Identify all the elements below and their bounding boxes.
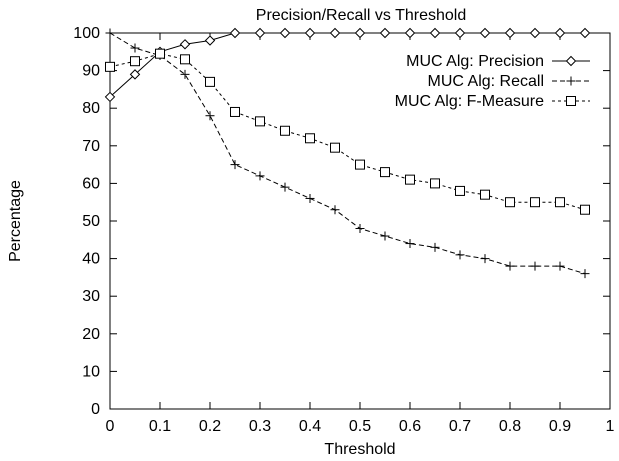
legend-label: MUC Alg: Precision xyxy=(406,53,544,70)
series-2-point xyxy=(505,197,515,208)
series-0-point xyxy=(479,27,491,39)
y-tick-label: 80 xyxy=(82,100,100,117)
series-2-point xyxy=(555,197,565,208)
series-0-point xyxy=(104,91,116,103)
series-1-point xyxy=(105,28,115,38)
series-1-point xyxy=(580,269,590,279)
series-0-point xyxy=(554,27,566,39)
series-0-point xyxy=(579,27,591,39)
series-0-point xyxy=(279,27,291,39)
series-1-point xyxy=(405,239,415,249)
series-2-point xyxy=(105,61,115,72)
series-1-point xyxy=(305,193,315,203)
x-axis-label: Threshold xyxy=(324,441,395,458)
x-tick-label: 0.6 xyxy=(399,418,421,435)
series-2-point xyxy=(455,185,465,196)
series-1-point xyxy=(505,261,515,271)
series-2-point xyxy=(180,54,190,65)
legend-label: MUC Alg: Recall xyxy=(428,73,544,90)
series-1-point xyxy=(355,224,365,234)
y-tick-label: 20 xyxy=(82,326,100,343)
series-2-point xyxy=(330,142,340,153)
x-tick-label: 0.3 xyxy=(249,418,271,435)
y-tick-label: 50 xyxy=(82,213,100,230)
y-tick-label: 0 xyxy=(91,401,100,418)
series-2-point xyxy=(405,174,415,185)
series-0-point xyxy=(304,27,316,39)
axis-ticks: 0 0.1 0.2 0.3 0.4 0.5 0.6 0.7 0.8 0.9 101020304050… xyxy=(73,25,614,435)
chart-title: Precision/Recall vs Threshold xyxy=(256,7,466,24)
series-2-point xyxy=(230,106,240,117)
series-0-point xyxy=(254,27,266,39)
series-2-point xyxy=(480,189,490,200)
series-1-point xyxy=(280,182,290,192)
x-tick-label: 0.7 xyxy=(449,418,471,435)
series-0-point xyxy=(379,27,391,39)
series-1-point xyxy=(530,261,540,271)
series-1-point xyxy=(455,250,465,260)
series-2-point xyxy=(380,167,390,178)
series-2-point xyxy=(255,116,265,127)
series-2-point xyxy=(155,48,165,59)
series-1-point xyxy=(380,231,390,241)
legend-marker xyxy=(566,76,576,86)
series-2-point xyxy=(305,133,315,144)
series-2-point xyxy=(430,178,440,189)
series-0-point xyxy=(354,27,366,39)
y-tick-label: 40 xyxy=(82,251,100,268)
series-2-point xyxy=(530,197,540,208)
series-markers xyxy=(104,27,591,279)
series-2-point xyxy=(280,125,290,136)
series-0-point xyxy=(229,27,241,39)
legend-marker xyxy=(566,96,576,106)
y-tick-label: 90 xyxy=(82,63,100,80)
series-0-point xyxy=(129,69,141,80)
series-0-point xyxy=(329,27,341,39)
series-2-point xyxy=(130,56,140,67)
series-1-point xyxy=(130,43,140,53)
series-line-2 xyxy=(109,53,586,211)
series-line-1 xyxy=(109,32,586,275)
x-tick-label: 1 xyxy=(606,418,615,435)
y-tick-label: 10 xyxy=(82,363,100,380)
series-0-point xyxy=(504,27,516,39)
series-1-point xyxy=(205,111,215,121)
series-1-point xyxy=(430,242,440,252)
series-1-point xyxy=(255,171,265,181)
series-0-point xyxy=(429,27,441,39)
series-0-point xyxy=(179,39,191,50)
x-tick-label: 0.9 xyxy=(549,418,571,435)
x-tick-label: 0 xyxy=(106,418,115,435)
series-0-point xyxy=(529,27,541,39)
x-tick-label: 0.5 xyxy=(349,418,371,435)
legend: MUC Alg: Precision MUC Alg: Recall MUC Alg… xyxy=(395,53,590,110)
series-1-point xyxy=(230,160,240,170)
y-axis-label: Percentage xyxy=(7,180,24,262)
series-2-point xyxy=(355,159,365,170)
series-0-point xyxy=(454,27,466,39)
y-tick-label: 60 xyxy=(82,175,100,192)
y-tick-label: 100 xyxy=(73,25,100,42)
x-tick-label: 0.4 xyxy=(299,418,321,435)
series-0-point xyxy=(204,35,216,46)
x-tick-label: 0.8 xyxy=(499,418,521,435)
series-1-point xyxy=(480,254,490,264)
y-tick-label: 70 xyxy=(82,138,100,155)
series-0-point xyxy=(404,27,416,39)
y-tick-label: 30 xyxy=(82,288,100,305)
series-1-point xyxy=(555,261,565,271)
series-2-point xyxy=(205,76,215,87)
series-1-point xyxy=(330,205,340,215)
legend-marker xyxy=(565,55,577,67)
series-2-point xyxy=(580,204,590,215)
x-tick-label: 0.2 xyxy=(199,418,221,435)
x-tick-label: 0.1 xyxy=(149,418,171,435)
legend-label: MUC Alg: F-Measure xyxy=(395,93,544,110)
series-1-point xyxy=(180,69,190,79)
